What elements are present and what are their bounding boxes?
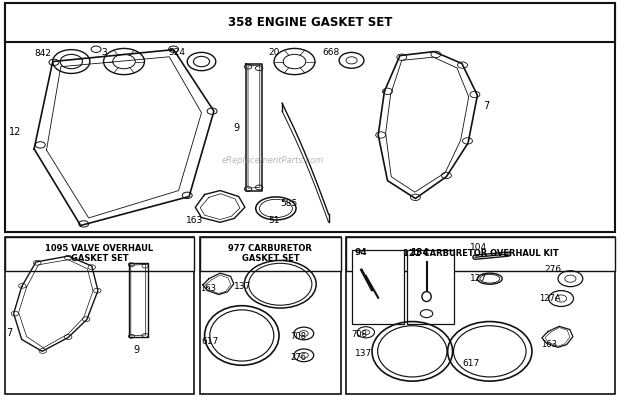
Text: 708: 708 [290, 331, 306, 341]
Text: eReplacementParts.com: eReplacementParts.com [222, 156, 324, 165]
Text: 7: 7 [483, 101, 489, 111]
Text: 163: 163 [200, 283, 216, 293]
Text: 3: 3 [101, 48, 107, 57]
Text: 276: 276 [544, 265, 562, 274]
Text: 708: 708 [352, 330, 368, 339]
Text: 1095 VALVE OVERHAUL
GASKET SET: 1095 VALVE OVERHAUL GASKET SET [45, 244, 154, 263]
Text: 9: 9 [133, 345, 140, 355]
FancyBboxPatch shape [200, 237, 341, 394]
Text: 163: 163 [541, 340, 557, 349]
Text: 668: 668 [322, 48, 340, 57]
FancyBboxPatch shape [5, 4, 615, 232]
Text: 20: 20 [268, 48, 280, 57]
Text: 121 CARBURETOR OVERHAUL KIT: 121 CARBURETOR OVERHAUL KIT [402, 249, 559, 258]
Text: 51: 51 [268, 216, 280, 225]
Text: 134: 134 [410, 248, 429, 257]
FancyBboxPatch shape [5, 237, 194, 271]
Text: 276: 276 [290, 353, 306, 362]
Text: 617: 617 [202, 337, 219, 346]
Text: 127A: 127A [539, 294, 561, 303]
Text: 163: 163 [186, 216, 203, 225]
Text: 524: 524 [169, 48, 185, 57]
FancyBboxPatch shape [5, 237, 194, 394]
Text: 617: 617 [462, 359, 479, 368]
Text: 977 CARBURETOR
GASKET SET: 977 CARBURETOR GASKET SET [228, 244, 312, 263]
FancyBboxPatch shape [346, 237, 615, 394]
Text: 94: 94 [355, 248, 368, 257]
Text: 7: 7 [6, 328, 12, 338]
Text: 842: 842 [34, 48, 51, 58]
Text: 9: 9 [233, 123, 239, 133]
FancyBboxPatch shape [5, 3, 615, 42]
Text: 104: 104 [470, 243, 487, 252]
Text: 12: 12 [9, 127, 22, 137]
FancyBboxPatch shape [346, 237, 615, 271]
Text: 358 ENGINE GASKET SET: 358 ENGINE GASKET SET [228, 16, 392, 29]
Text: 137: 137 [355, 349, 372, 358]
FancyBboxPatch shape [352, 250, 404, 324]
Text: 127: 127 [470, 274, 487, 283]
Text: 137: 137 [234, 281, 251, 291]
Text: 585: 585 [280, 199, 298, 208]
FancyBboxPatch shape [200, 237, 341, 271]
FancyBboxPatch shape [407, 250, 454, 324]
